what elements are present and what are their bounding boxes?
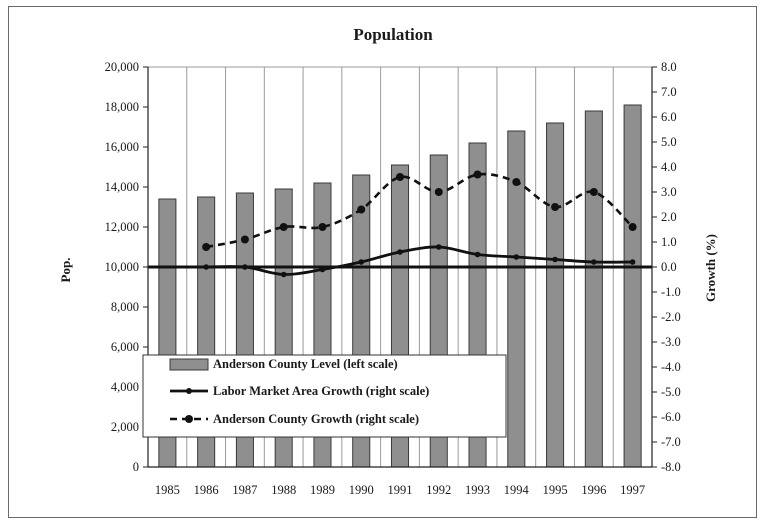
county-growth-point-1995	[551, 203, 560, 211]
labor-market-growth-point-1986	[203, 264, 209, 270]
x-tick-label: 1986	[194, 483, 219, 497]
labor-market-growth-point-1990	[358, 259, 365, 265]
x-tick-label: 1994	[504, 483, 530, 497]
left-tick-label: 0	[133, 460, 139, 474]
x-tick-label: 1995	[543, 483, 568, 497]
left-tick-label: 8,000	[111, 300, 139, 314]
x-tick-label: 1991	[388, 483, 413, 497]
legend-label: Labor Market Area Growth (right scale)	[213, 384, 429, 398]
legend-swatch-solid-marker	[186, 388, 192, 394]
labor-market-growth-point-1995	[552, 256, 558, 263]
bar-1995	[546, 122, 565, 468]
right-tick-label: 7.0	[661, 85, 677, 99]
left-tick-label: 16,000	[105, 140, 139, 154]
left-tick-label: 20,000	[105, 60, 139, 74]
x-tick-label: 1988	[271, 483, 296, 497]
left-tick-label: 12,000	[105, 220, 139, 234]
county-growth-point-1996	[589, 188, 598, 196]
county-growth-point-1991	[396, 173, 404, 181]
left-tick-label: 14,000	[105, 180, 139, 194]
chart-title: Population	[353, 25, 433, 44]
x-tick-label: 1987	[232, 483, 257, 497]
labor-market-growth-point-1996	[591, 259, 597, 265]
right-tick-label: -8.0	[661, 460, 681, 474]
x-tick-label: 1993	[465, 483, 490, 497]
county-growth-point-1986	[202, 243, 211, 251]
right-tick-label: 6.0	[661, 110, 677, 124]
x-tick-label: 1985	[155, 483, 180, 497]
right-tick-label: 0.0	[661, 260, 677, 274]
legend-label: Anderson County Growth (right scale)	[213, 412, 419, 426]
right-tick-label: 4.0	[661, 160, 677, 174]
county-growth-point-1987	[240, 235, 249, 244]
right-tick-label: 2.0	[661, 210, 677, 224]
right-tick-label: 3.0	[661, 185, 677, 199]
county-growth-point-1990	[357, 205, 366, 214]
labor-market-growth-point-1987	[242, 264, 248, 270]
county-growth-point-1993	[473, 170, 482, 179]
legend-swatch-dashed-marker	[185, 415, 193, 423]
x-tick-label: 1997	[620, 483, 645, 497]
labor-market-growth-point-1994	[513, 254, 520, 260]
county-growth-point-1989	[318, 223, 327, 231]
right-axis-label: Growth (%)	[703, 234, 718, 302]
right-tick-label: 5.0	[661, 135, 677, 149]
labor-market-growth-line	[206, 245, 633, 276]
labor-market-growth-point-1993	[474, 251, 481, 258]
right-tick-label: -6.0	[661, 410, 681, 424]
bar-1996	[584, 110, 603, 468]
labor-market-growth-point-1989	[319, 266, 326, 273]
x-tick-label: 1989	[310, 483, 335, 497]
labor-market-growth-point-1997	[629, 259, 636, 265]
labor-market-growth-point-1992	[435, 244, 442, 250]
county-growth-point-1994	[512, 178, 521, 186]
left-tick-label: 2,000	[111, 420, 139, 434]
right-tick-label: -3.0	[661, 335, 681, 349]
right-tick-label: -4.0	[661, 360, 681, 374]
county-growth-point-1992	[434, 188, 443, 196]
x-tick-label: 1990	[349, 483, 374, 497]
right-tick-label: -5.0	[661, 385, 681, 399]
county-growth-point-1997	[628, 223, 637, 231]
labor-market-growth-point-1991	[397, 249, 403, 255]
right-tick-label: 8.0	[661, 60, 677, 74]
right-tick-label: -1.0	[661, 285, 681, 299]
left-tick-label: 4,000	[111, 380, 139, 394]
right-tick-label: 1.0	[661, 235, 677, 249]
legend-label: Anderson County Level (left scale)	[213, 357, 398, 371]
bar-1997	[623, 104, 642, 468]
x-tick-label: 1992	[426, 483, 451, 497]
left-axis-label: Pop.	[58, 258, 73, 283]
right-tick-label: -7.0	[661, 435, 681, 449]
left-tick-label: 18,000	[105, 100, 139, 114]
left-tick-label: 6,000	[111, 340, 139, 354]
left-tick-label: 10,000	[105, 260, 139, 274]
x-tick-label: 1996	[581, 483, 606, 497]
labor-market-growth-point-1988	[280, 271, 287, 278]
legend-swatch-bar	[169, 358, 209, 371]
county-growth-point-1988	[279, 223, 288, 231]
right-tick-label: -2.0	[661, 310, 681, 324]
